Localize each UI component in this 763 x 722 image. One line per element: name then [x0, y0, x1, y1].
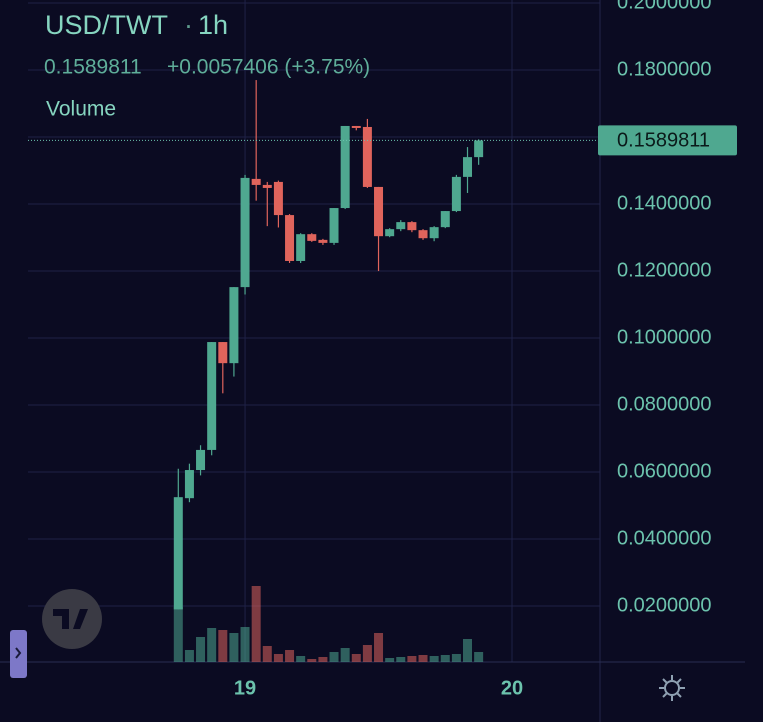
last-price: 0.1589811	[44, 56, 142, 79]
y-tick-label: 0.0200000	[617, 594, 712, 616]
y-tick-label: 0.0600000	[617, 460, 712, 482]
labels: 0.0200000 0.0400000 0.0600000 0.0800000 0.10…	[234, 0, 737, 699]
volume-bar	[173, 607, 183, 662]
volume-bar	[374, 633, 384, 662]
candle-body	[318, 239, 328, 243]
price-change: +0.0057406 (+3.75%)	[167, 56, 370, 79]
candle-body	[184, 470, 194, 499]
y-tick-label: 0.1400000	[617, 192, 712, 214]
candles	[28, 80, 600, 610]
volume-bar	[229, 633, 239, 662]
volume-bar	[440, 655, 450, 662]
separator: ·	[184, 10, 193, 40]
candle-body	[207, 342, 217, 450]
candle-body	[418, 230, 428, 239]
volume-bar	[351, 654, 361, 662]
candle-body	[396, 222, 406, 230]
volume-bar	[262, 646, 272, 662]
candle-body	[251, 178, 261, 185]
candle-body	[240, 177, 250, 288]
volume-bar	[474, 652, 484, 662]
last-price-label: 0.1589811	[617, 130, 710, 152]
volume-bar	[218, 630, 228, 662]
volume-bar	[418, 655, 428, 662]
volume-bar	[318, 657, 328, 662]
volume-bar	[385, 658, 395, 662]
candle-body	[229, 287, 239, 364]
candle-body	[385, 229, 395, 237]
grid	[28, 0, 600, 662]
volume-bar	[362, 645, 372, 662]
volume-pane	[173, 586, 484, 662]
volume-bar	[451, 654, 461, 662]
volume-bar	[240, 627, 250, 662]
interval: 1h	[198, 10, 228, 40]
x-tick-label: 19	[234, 677, 256, 699]
volume-bar	[463, 639, 473, 662]
y-tick-label: 0.1800000	[617, 58, 712, 80]
volume-bar	[196, 637, 206, 662]
candle-body	[329, 208, 339, 243]
volume-bar	[340, 648, 350, 662]
volume-bar	[285, 650, 295, 662]
volume-bar	[207, 628, 217, 662]
volume-bar	[273, 654, 283, 662]
volume-bar	[296, 656, 306, 662]
candle-body	[196, 449, 206, 471]
candle-body	[285, 215, 295, 261]
candle-body	[362, 126, 372, 187]
settings-icon[interactable]	[659, 675, 685, 701]
candle-body	[273, 181, 283, 216]
candle-body	[173, 497, 183, 610]
y-tick-label: 0.1200000	[617, 259, 712, 281]
y-tick-label: 0.2000000	[617, 0, 712, 13]
candle-body	[374, 186, 384, 237]
volume-bar	[307, 659, 317, 662]
y-tick-label: 0.0400000	[617, 527, 712, 549]
candle-body	[451, 176, 461, 212]
candle-body	[463, 157, 473, 177]
candle-body	[429, 227, 439, 239]
volume-bar	[251, 586, 261, 662]
volume-bar	[329, 652, 339, 662]
y-tick-label: 0.1000000	[617, 326, 712, 348]
candle-body	[340, 125, 350, 209]
volume-bar	[184, 650, 194, 662]
volume-bar	[396, 657, 406, 662]
symbol: USD/TWT	[45, 10, 168, 40]
candle-body	[218, 342, 228, 364]
logo[interactable]	[42, 589, 102, 649]
volume-title: Volume	[46, 98, 116, 121]
last-price-box	[598, 125, 737, 156]
candle-body	[262, 184, 272, 188]
y-tick-label: 0.0800000	[617, 393, 712, 415]
candle-body	[407, 222, 417, 231]
x-tick-label: 20	[501, 677, 523, 699]
candle-body	[296, 234, 306, 261]
candle-body	[474, 140, 484, 158]
volume-bar	[407, 656, 417, 662]
candle-body	[351, 125, 361, 128]
side-tab-arrow	[15, 647, 22, 659]
candle-body	[440, 211, 450, 228]
volume-bar	[429, 656, 439, 662]
logo-mark	[53, 609, 88, 629]
candle-body	[307, 234, 317, 241]
